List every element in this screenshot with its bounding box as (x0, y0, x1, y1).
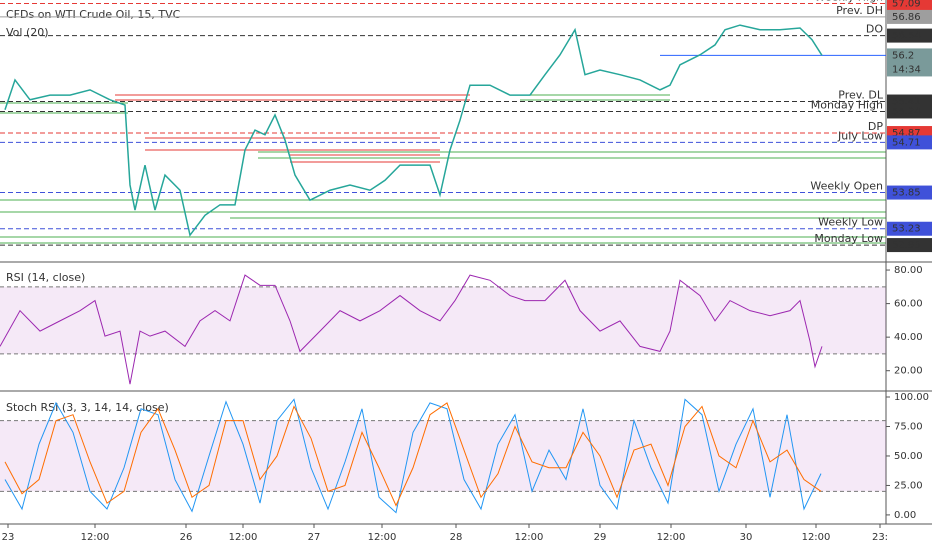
x-tick-label: 12:00 (229, 532, 258, 543)
level-value: 54.71 (892, 137, 921, 148)
level-value: 56.86 (892, 12, 921, 23)
level-label: Weekly Open (810, 180, 883, 193)
x-tick-label: 28 (450, 532, 463, 543)
x-tick-label: 12:00 (515, 532, 544, 543)
x-tick-label: 12:00 (657, 532, 686, 543)
countdown: 14:34 (892, 64, 921, 75)
level-value: 57.09 (892, 0, 921, 10)
level-value: 53.23 (892, 224, 921, 235)
rsi-title: RSI (14, close) (6, 271, 85, 284)
x-tick-label: 12:00 (81, 532, 110, 543)
series-line (4, 402, 822, 507)
level-label: Prev. DL (838, 89, 884, 102)
level-label: July Low (837, 129, 883, 142)
chart-title: CFDs on WTI Crude Oil, 15, TVC (6, 8, 181, 21)
y-tick-label: 100.00 (894, 392, 929, 403)
level-badge (887, 28, 932, 43)
y-tick-label: 25.00 (894, 480, 923, 491)
level-badge (887, 9, 932, 24)
level-label: DO (866, 23, 883, 36)
x-tick-label: 23: (872, 532, 888, 543)
level-value: 56.54 (892, 31, 921, 42)
y-tick-label: 50.00 (894, 451, 923, 462)
stoch-title: Stoch RSI (3, 3, 14, 14, close) (6, 401, 169, 414)
band-fill (0, 420, 886, 492)
series-line (0, 274, 823, 385)
y-tick-label: 60.00 (894, 299, 923, 310)
x-tick-label: 29 (594, 532, 607, 543)
level-badge (887, 135, 932, 150)
y-tick-label: 80.00 (894, 265, 923, 276)
level-label: DP (868, 120, 883, 133)
level-value: 53.85 (892, 188, 921, 199)
level-label: Prev. DH (836, 4, 883, 17)
y-tick-label: 0.00 (894, 510, 916, 521)
level-value: 52.95 (892, 240, 921, 251)
current-price: 56.2 (892, 50, 914, 61)
level-badge (887, 104, 932, 119)
zones (0, 94, 886, 244)
level-badge (887, 221, 932, 236)
price-badge (887, 48, 932, 77)
y-tick-label: 20.00 (894, 366, 923, 377)
series-line (4, 398, 822, 514)
level-label: Weekly Low (818, 216, 883, 229)
level-label: Weekly High (815, 0, 884, 4)
x-tick-label: 27 (308, 532, 321, 543)
level-label: Monday Low (814, 232, 883, 245)
level-badge (887, 238, 932, 253)
level-label: Monday High (811, 98, 883, 111)
level-value: 55.41 (892, 97, 921, 108)
level-badge (887, 185, 932, 200)
volume-label: Vol (20) (6, 26, 49, 39)
x-tick-label: 26 (180, 532, 193, 543)
y-tick-label: 75.00 (894, 421, 923, 432)
x-tick-label: 12:00 (368, 532, 397, 543)
band-fill (0, 286, 886, 354)
level-value: 54.87 (892, 128, 921, 139)
x-tick-label: 30 (740, 532, 753, 543)
series-line (4, 24, 823, 237)
x-tick-label: 23 (2, 532, 15, 543)
x-tick-label: 12:00 (802, 532, 831, 543)
level-badge (887, 0, 932, 11)
level-value: 55.24 (892, 106, 921, 117)
y-tick-label: 40.00 (894, 332, 923, 343)
